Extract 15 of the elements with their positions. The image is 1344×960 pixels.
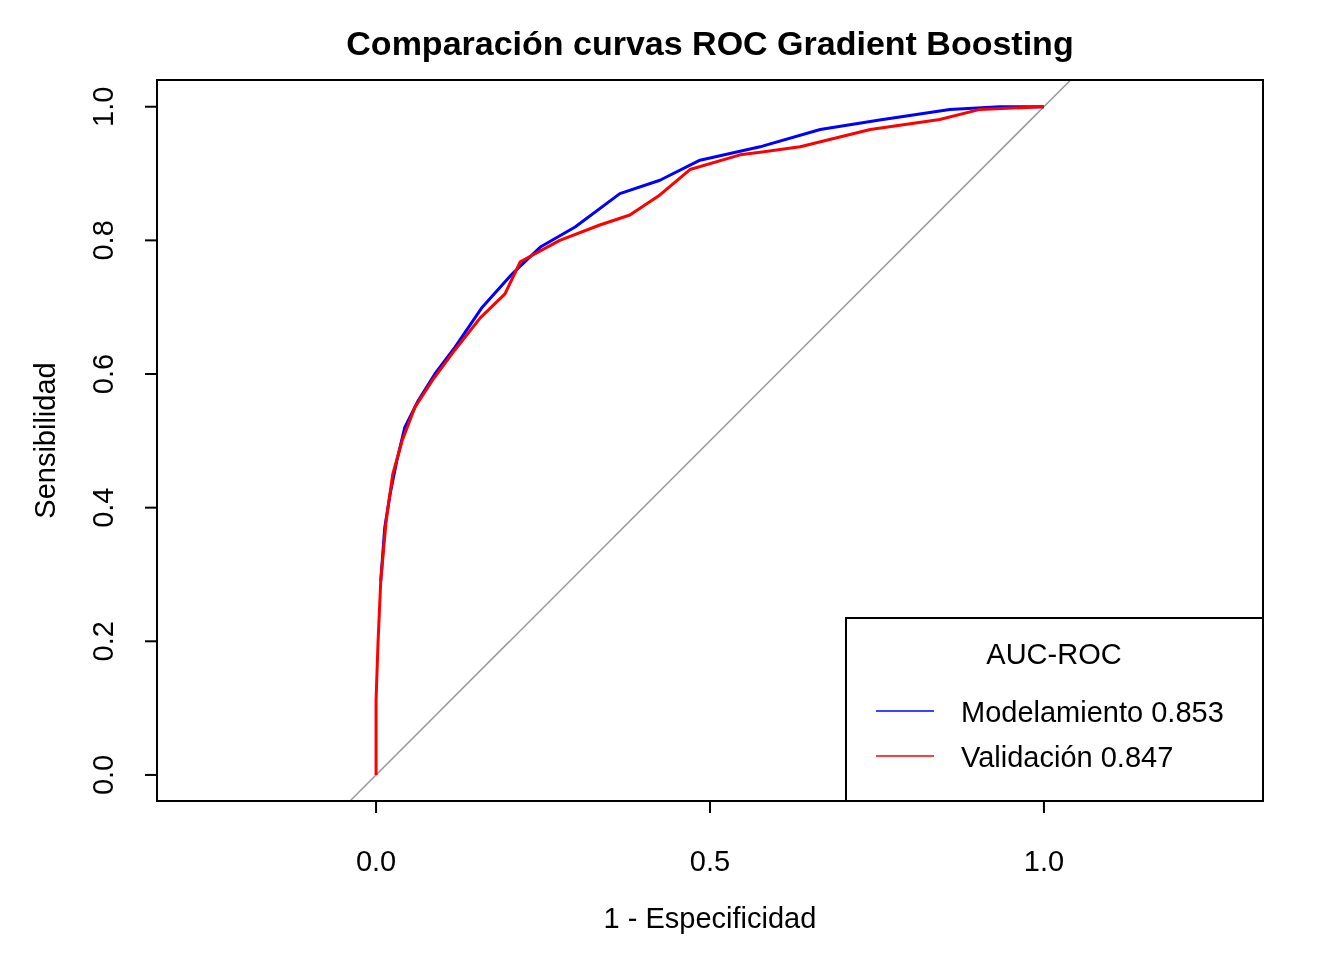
y-tick-label: 0.2 [87,621,119,662]
y-tick-label: 0.6 [87,353,119,395]
x-tick-label: 0.0 [355,845,397,877]
legend-title: AUC-ROC [986,638,1122,670]
legend-label: Validación 0.847 [961,741,1174,773]
y-tick-label: 0.8 [87,220,119,261]
legend-label: Modelamiento 0.853 [961,696,1224,728]
y-tick-label: 1.0 [87,86,119,127]
y-axis-title: Sensibilidad [29,362,61,519]
y-tick-label: 0.4 [87,487,119,528]
x-tick-label: 1.0 [1023,845,1065,877]
y-tick-label: 0.0 [87,754,119,796]
x-tick-label: 0.5 [689,845,731,877]
x-axis-title: 1 - Especificidad [603,902,817,934]
chart-title: Comparación curvas ROC Gradient Boosting [346,24,1074,62]
